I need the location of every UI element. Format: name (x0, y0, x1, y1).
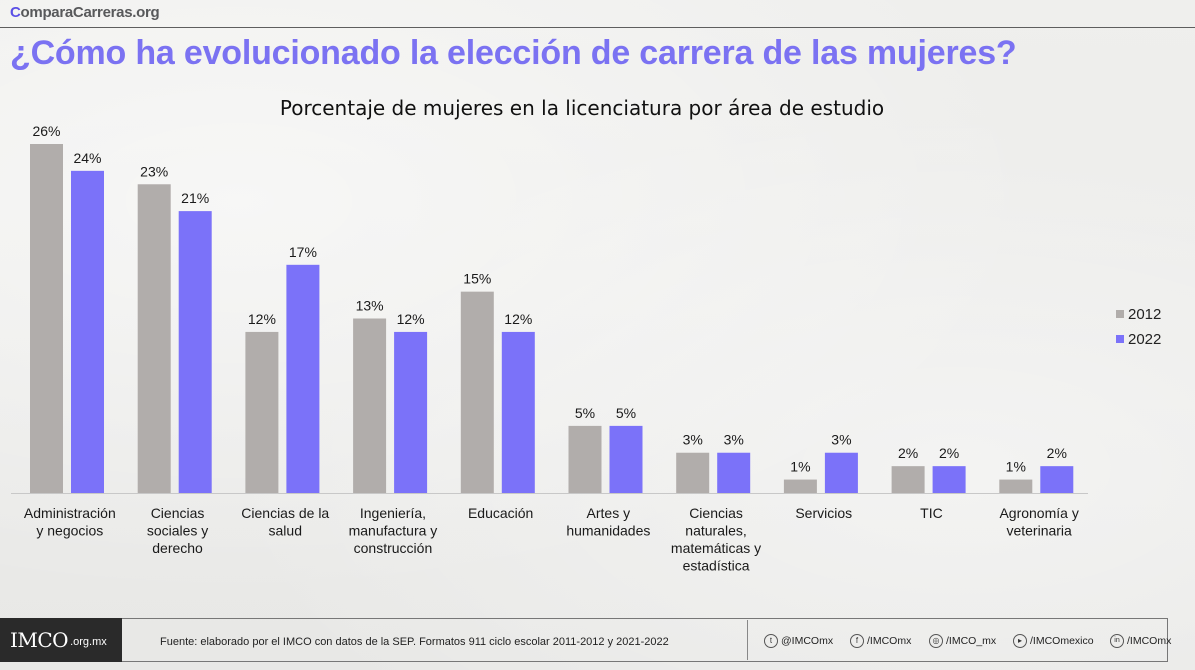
twitter-icon: t (764, 634, 778, 648)
social-linkedin[interactable]: in/IMCOmx (1110, 634, 1171, 648)
bar-2022-3 (394, 331, 428, 493)
youtube-icon: ▸ (1013, 634, 1027, 648)
bar-2022-9 (1040, 466, 1074, 493)
bar-2012-6 (676, 452, 710, 493)
bar-2012-7 (783, 479, 817, 493)
bar-2012-4 (460, 291, 494, 493)
category-label-1: Ciencias sociales y derecho (147, 505, 208, 556)
bar-2022-7 (824, 452, 858, 493)
bar-2022-6 (717, 452, 751, 493)
data-label-2022-2: 17% (289, 244, 317, 260)
data-label-2012-4: 15% (463, 271, 491, 287)
social-handle: /IMCOmexico (1030, 635, 1094, 647)
bar-2022-1 (178, 211, 212, 493)
social-handle: @IMCOmx (781, 635, 834, 647)
social-handle: /IMCO_mx (946, 635, 997, 647)
bar-2012-1 (137, 184, 171, 493)
source-note: Fuente: elaborado por el IMCO con datos … (160, 636, 669, 648)
data-label-2022-1: 21% (181, 190, 209, 206)
data-label-2022-0: 24% (73, 150, 101, 166)
data-label-2022-4: 12% (504, 311, 532, 327)
brand-name: omparaCarreras.org (20, 4, 160, 21)
legend-item-2012: 2012 (1116, 306, 1161, 323)
data-label-2012-0: 26% (32, 123, 60, 139)
instagram-icon: ◎ (929, 634, 943, 648)
bar-2022-8 (932, 466, 966, 493)
page-title: ¿Cómo ha evolucionado la elección de car… (10, 34, 1017, 72)
imco-logo-domain: .org.mx (70, 635, 107, 648)
bar-2022-0 (71, 170, 104, 493)
data-label-2022-7: 3% (831, 432, 851, 448)
category-label-4: Educación (468, 505, 533, 521)
footer-bottom-rule (122, 661, 1168, 662)
category-label-6: Ciencias naturales, matemáticas y estadísti… (671, 505, 761, 574)
data-label-2012-7: 1% (790, 459, 810, 475)
bar-2022-4 (501, 331, 535, 493)
footer (0, 618, 1195, 670)
data-label-2012-3: 13% (356, 298, 384, 314)
category-label-3: Ingeniería, manufactura y construcción (349, 505, 438, 556)
imco-logo[interactable]: IMCO .org.mx (0, 618, 122, 662)
brand-logo[interactable]: ComparaCarreras.org (10, 4, 160, 21)
bar-2012-3 (353, 318, 387, 493)
social-youtube[interactable]: ▸/IMCOmexico (1013, 634, 1094, 648)
data-label-2012-1: 23% (140, 163, 168, 179)
social-facebook[interactable]: f/IMCOmx (850, 634, 911, 648)
header-divider (0, 27, 1195, 28)
data-label-2022-6: 3% (724, 432, 744, 448)
category-label-8: TIC (920, 505, 943, 521)
brand-initial: C (10, 4, 21, 21)
data-label-2012-5: 5% (575, 405, 595, 421)
imco-logo-mark: IMCO (10, 628, 69, 652)
bar-2022-5 (609, 425, 643, 493)
data-label-2012-8: 2% (898, 445, 918, 461)
bar-2012-5 (568, 425, 602, 493)
data-label-2022-9: 2% (1047, 445, 1067, 461)
category-label-9: Agronomía y veterinaria (999, 505, 1078, 539)
bar-2012-8 (891, 466, 925, 493)
bar-2012-0 (30, 144, 63, 493)
social-twitter[interactable]: t @IMCOmx (764, 634, 833, 648)
data-label-2012-9: 1% (1006, 459, 1026, 475)
bar-2012-2 (245, 331, 279, 493)
category-label-0: Administración y negocios (24, 505, 116, 539)
facebook-icon: f (850, 634, 864, 648)
footer-top-rule (122, 618, 1168, 619)
social-instagram[interactable]: ◎/IMCO_mx (929, 634, 996, 648)
legend-item-2022: 2022 (1116, 331, 1161, 348)
category-label-5: Artes y humanidades (566, 505, 650, 539)
legend-swatch-2022 (1116, 335, 1124, 344)
legend-swatch-2012 (1116, 310, 1124, 319)
category-label-2: Ciencias de la salud (241, 505, 329, 539)
data-label-2022-3: 12% (397, 311, 425, 327)
social-handle: /IMCOmx (867, 635, 912, 647)
category-label-7: Servicios (795, 505, 852, 521)
data-label-2012-2: 12% (248, 311, 276, 327)
data-label-2022-8: 2% (939, 445, 959, 461)
bar-chart: 26% 24% Administración y negocios 23% 21% Cien… (11, 123, 1088, 574)
footer-separator (747, 620, 748, 660)
legend-label-2012: 2012 (1128, 306, 1162, 323)
legend-label-2022: 2022 (1128, 331, 1162, 348)
data-label-2012-6: 3% (683, 432, 703, 448)
chart-title: Porcentaje de mujeres en la licenciatura… (279, 96, 885, 120)
social-handle: /IMCOmx (1127, 635, 1172, 647)
linkedin-icon: in (1110, 634, 1124, 648)
footer-right-rule (1167, 618, 1168, 662)
bar-2022-2 (286, 264, 320, 493)
data-label-2022-5: 5% (616, 405, 636, 421)
bar-2012-9 (999, 479, 1033, 493)
